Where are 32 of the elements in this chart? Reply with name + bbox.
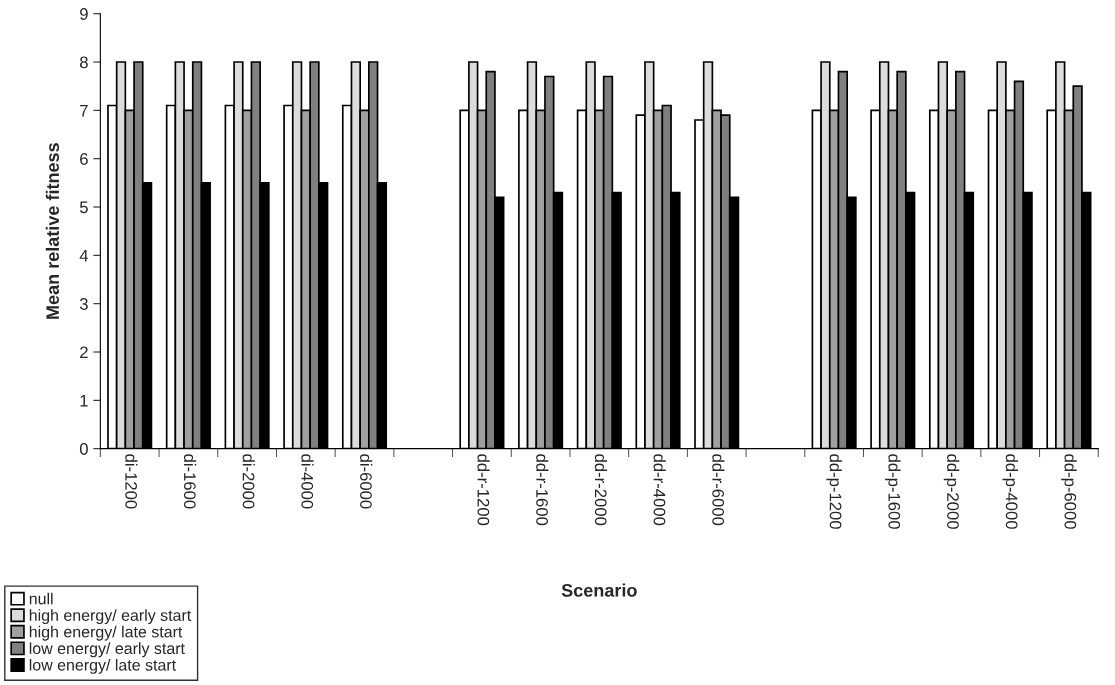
y-tick-label: 8 <box>80 56 88 69</box>
legend-label: low energy/ early start <box>29 642 185 658</box>
x-tick-label: di-6000 <box>360 454 373 509</box>
y-tick-label: 1 <box>80 394 88 407</box>
x-tick-label: dd-r-1600 <box>536 454 549 526</box>
x-tick-label: di-4000 <box>301 454 314 509</box>
y-tick-label: 2 <box>80 346 88 359</box>
x-tick-label: dd-p-6000 <box>1061 454 1077 529</box>
x-tick-label: di-2000 <box>242 454 255 509</box>
x-tick-label: dd-p-4000 <box>1002 454 1018 529</box>
y-axis-title: Mean relative fitness <box>45 143 60 319</box>
y-tick-label: 5 <box>79 201 88 214</box>
y-tick-label: 6 <box>80 153 88 165</box>
x-tick-label: dd-p-1200 <box>826 454 842 529</box>
legend-label: null <box>29 592 53 605</box>
x-tick-label: dd-p-1600 <box>885 454 901 529</box>
legend-label: high energy/ late start <box>29 625 183 641</box>
y-tick-label: 7 <box>80 104 88 117</box>
y-tick-label: 3 <box>79 298 88 310</box>
x-tick-label: di-1200 <box>125 454 138 509</box>
x-tick-label: dd-r-1200 <box>477 454 490 526</box>
x-tick-label: dd-r-4000 <box>653 454 666 526</box>
y-tick-label: 4 <box>79 249 89 262</box>
x-axis-title: Scenario <box>561 583 637 597</box>
x-tick-label: dd-r-2000 <box>594 454 608 526</box>
y-tick-label: 0 <box>79 443 88 455</box>
legend-label: low energy/ late start <box>29 658 176 674</box>
x-tick-label: di-1600 <box>183 454 197 509</box>
y-tick-label: 9 <box>80 8 88 20</box>
x-tick-label: dd-r-6000 <box>712 454 725 526</box>
x-tick-label: dd-p-2000 <box>943 454 960 529</box>
legend-label: high energy/ early start <box>29 609 192 625</box>
